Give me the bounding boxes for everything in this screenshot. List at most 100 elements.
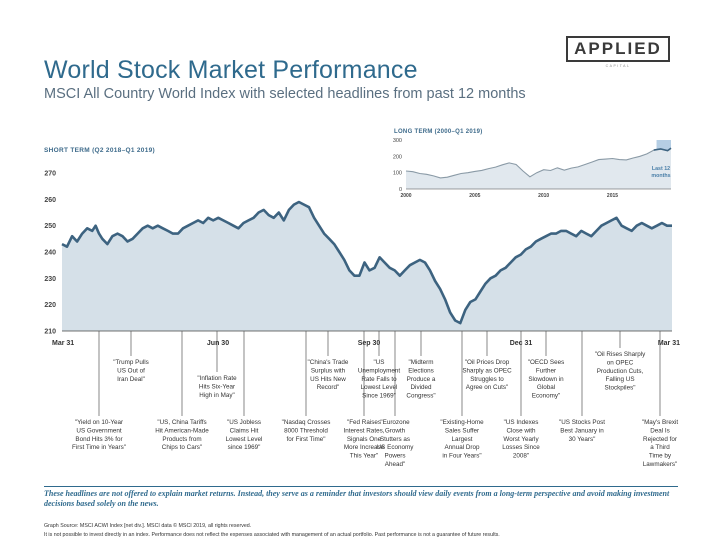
headline-line: for First Time" — [287, 436, 326, 443]
short-term-ytick-label: 270 — [44, 171, 56, 178]
graph-source: Graph Source: MSCI ACWI Index [net div.]… — [44, 523, 252, 529]
headline-line: in Four Years" — [442, 453, 481, 460]
headline-line: "Midterm — [409, 359, 434, 366]
short-term-xtick-label: Sep 30 — [358, 340, 381, 347]
index-disclaimer: It is not possible to invest directly in… — [44, 532, 500, 538]
headline-text: "Nasdaq Crosses 8000 Threshold for First T… — [282, 419, 331, 443]
long-term-ytick-label: 200 — [393, 154, 402, 160]
headline-line: Stockpiles" — [605, 385, 636, 392]
headline-line: Struggles to — [470, 376, 504, 383]
headline-line: Further — [536, 367, 556, 374]
long-term-xtick-label: 2000 — [400, 193, 411, 199]
headline-line: Hits Six-Year — [199, 383, 235, 390]
headline-line: "US Indexes — [504, 419, 539, 426]
headline-text: "US Unemployment Rate Falls to Lowest Level… — [358, 359, 401, 400]
headline-line: 8000 Threshold — [284, 427, 328, 434]
headline-disclaimer-note: These headlines are not offered to expla… — [44, 489, 670, 508]
long-term-highlight-label-line: months — [651, 173, 670, 179]
headline-text: "OECD Sees Further Slowdown in Global Econom… — [528, 359, 565, 400]
headline-line: Unemployment — [358, 367, 401, 374]
headline-line: US Hits New — [310, 376, 346, 383]
headline-line: Elections — [408, 367, 434, 374]
headline-text: "US, China Tariffs Hit American-Made Produ… — [155, 419, 209, 451]
headline-line: Worst Yearly — [503, 436, 539, 443]
headline-text: "US Stocks Post Best January in 30 Years" — [559, 419, 605, 443]
headline-line: Agree on Cuts" — [466, 384, 509, 391]
headline-line: US Out of — [117, 367, 145, 374]
headline-text: "China's Trade Surplus with US Hits New Rec… — [308, 359, 349, 391]
headline-line: a Third — [650, 444, 670, 451]
headline-line: More Increase — [344, 444, 385, 451]
headline-line: First Time in Years" — [72, 444, 126, 451]
headline-line: "Existing-Home — [440, 419, 484, 426]
footer-divider — [44, 486, 678, 487]
headline-line: Bond Hits 3% for — [75, 436, 122, 443]
long-term-recent-line — [653, 147, 672, 152]
headline-line: "Inflation Rate — [197, 375, 237, 382]
headline-line: Lowest Level — [361, 384, 398, 391]
headline-text: "May's Brexit Deal Is Rejected for a Third T… — [642, 419, 679, 468]
short-term-ytick-label: 260 — [44, 197, 56, 204]
headline-line: Congress" — [406, 393, 435, 400]
headline-line: since 1969" — [228, 444, 261, 451]
headline-line: This Year" — [350, 453, 379, 460]
headline-text: "US Indexes Close with Worst Yearly Losses … — [502, 419, 540, 460]
long-term-xtick-label: 2005 — [469, 193, 480, 199]
logo-subtext: CAPITAL — [605, 64, 631, 68]
headline-line: Falling US — [605, 376, 634, 383]
headline-line: "US Jobless — [227, 419, 261, 426]
long-term-highlight-label: Last 12 months — [651, 166, 670, 179]
short-term-ytick-label: 210 — [44, 329, 56, 336]
long-term-highlight-label-line: Last 12 — [652, 166, 670, 172]
short-term-ytick-label: 220 — [44, 302, 56, 309]
headline-line: Signals One — [347, 436, 382, 443]
headline-line: "Trump Pulls — [113, 359, 149, 366]
headline-line: Stutters as — [380, 436, 410, 443]
headline-text: "Oil Prices Drop Sharply as OPEC Struggles… — [462, 359, 512, 391]
short-term-line — [61, 200, 672, 325]
headline-line: US Economy — [377, 444, 415, 451]
short-term-chart-title: SHORT TERM (Q2 2018–Q1 2019) — [44, 147, 155, 154]
headline-line: Largest — [451, 436, 472, 443]
headline-line: "Fed Raises — [347, 419, 381, 426]
headline-text: "Midterm Elections Produce a Divided Congres… — [406, 359, 435, 400]
long-term-ytick-label: 300 — [393, 138, 402, 144]
headline-line: 30 Years" — [569, 436, 596, 443]
headline-line: Economy" — [532, 393, 560, 400]
headline-line: Record" — [317, 384, 340, 391]
headline-line: "Oil Rises Sharply — [595, 351, 646, 358]
headline-line: "China's Trade — [308, 359, 349, 366]
long-term-line — [405, 147, 672, 179]
headline-line: "US — [374, 359, 385, 366]
headline-line: Global — [537, 384, 555, 391]
headline-line: "Eurozone — [380, 419, 410, 426]
headline-line: Growth — [385, 427, 406, 434]
headline-line: "Oil Prices Drop — [465, 359, 510, 366]
headline-line: "US, China Tariffs — [157, 419, 206, 426]
short-term-ytick-label: 250 — [44, 223, 56, 230]
headline-text: "Eurozone Growth Stutters as US Economy Powe… — [377, 419, 415, 468]
headline-line: "Nasdaq Crosses — [282, 419, 331, 426]
headline-line: Hit American-Made — [155, 427, 209, 434]
headline-line: Annual Drop — [444, 444, 480, 451]
headline-text: "US Jobless Claims Hit Lowest Level since 1… — [226, 419, 263, 451]
headline-line: Slowdown in — [528, 376, 564, 383]
headline-line: Close with — [506, 427, 536, 434]
page-title: World Stock Market Performance — [44, 56, 418, 84]
long-term-chart-title: LONG TERM (2000–Q1 2019) — [394, 129, 483, 135]
headline-line: Since 1969" — [362, 393, 396, 400]
headline-line: Deal Is — [650, 427, 670, 434]
headline-line: Best January in — [560, 427, 604, 434]
headline-line: Rejected for — [643, 436, 677, 443]
long-term-xtick-label: 2010 — [538, 193, 549, 199]
headline-line: Production Cuts, — [597, 368, 644, 375]
long-term-area — [406, 148, 671, 189]
short-term-ytick-label: 230 — [44, 276, 56, 283]
headline-line: Lowest Level — [226, 436, 263, 443]
short-term-xtick-label: Mar 31 — [658, 340, 680, 347]
headline-line: Sales Suffer — [445, 427, 479, 434]
headline-line: Chips to Cars" — [162, 444, 202, 451]
headline-line: Sharply as OPEC — [462, 367, 512, 374]
headline-line: "Yield on 10-Year — [75, 419, 123, 426]
headline-text: "Inflation Rate Hits Six-Year High in May" — [197, 375, 237, 399]
